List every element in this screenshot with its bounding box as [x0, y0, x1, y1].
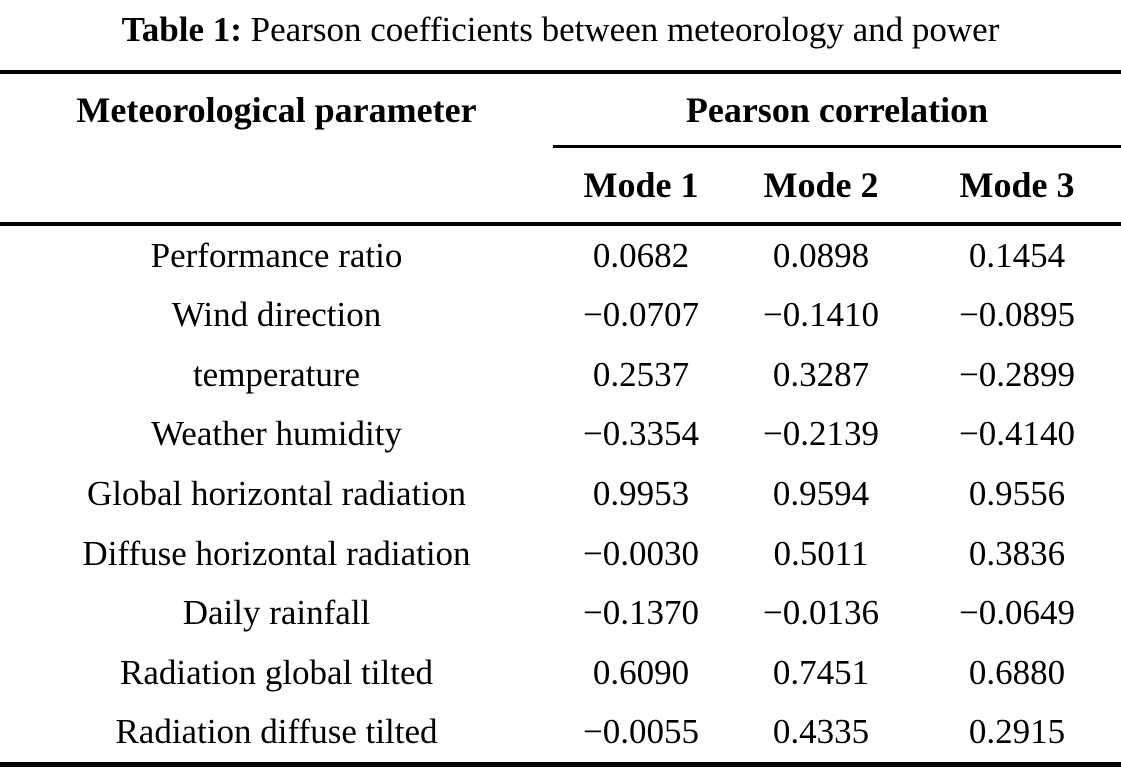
- table-row: Radiation diffuse tilted −0.0055 0.4335 …: [0, 702, 1121, 762]
- header-mode-1: Mode 1: [583, 165, 699, 205]
- row-value: −0.4140: [959, 414, 1075, 454]
- row-parameter: Performance ratio: [150, 235, 403, 275]
- row-value: 0.6880: [968, 652, 1066, 692]
- table-caption: Table 1: Pearson coefficients between me…: [0, 6, 1121, 54]
- row-parameter: Weather humidity: [151, 414, 402, 454]
- row-value: 0.0898: [772, 235, 870, 275]
- row-parameter: Radiation diffuse tilted: [115, 712, 438, 752]
- table-row: Diffuse horizontal radiation −0.0030 0.5…: [0, 524, 1121, 584]
- table-row: Weather humidity −0.3354 −0.2139 −0.4140: [0, 405, 1121, 465]
- header-meteorological-parameter: Meteorological parameter: [76, 90, 477, 130]
- row-value: −0.2899: [959, 354, 1075, 394]
- row-value: 0.7451: [772, 652, 870, 692]
- row-value: −0.2139: [763, 414, 879, 454]
- table-row: temperature 0.2537 0.3287 −0.2899: [0, 345, 1121, 405]
- row-value: −0.0707: [583, 295, 699, 335]
- row-parameter: Radiation global tilted: [119, 652, 433, 692]
- row-value: −0.3354: [583, 414, 699, 454]
- row-value: 0.2915: [968, 712, 1066, 752]
- table-caption-text: Pearson coefficients between meteorology…: [250, 10, 1000, 49]
- row-parameter: temperature: [192, 354, 361, 394]
- row-parameter: Daily rainfall: [182, 593, 371, 633]
- row-value: −0.1370: [583, 593, 699, 633]
- header-mode-2: Mode 2: [763, 165, 879, 205]
- row-parameter: Diffuse horizontal radiation: [82, 533, 471, 573]
- row-value: 0.3836: [968, 533, 1066, 573]
- row-value: 0.6090: [592, 652, 690, 692]
- row-value: 0.0682: [592, 235, 690, 275]
- table-header-row-2: Mode 1 Mode 2 Mode 3: [0, 149, 1121, 221]
- table-row: Wind direction −0.0707 −0.1410 −0.0895: [0, 286, 1121, 346]
- row-parameter: Wind direction: [171, 295, 382, 335]
- row-value: −0.0649: [959, 593, 1075, 633]
- row-value: 0.1454: [968, 235, 1066, 275]
- table-row: Global horizontal radiation 0.9953 0.959…: [0, 464, 1121, 524]
- row-value: −0.0895: [959, 295, 1075, 335]
- table-row: Performance ratio 0.0682 0.0898 0.1454: [0, 226, 1121, 286]
- header-mode-3: Mode 3: [959, 165, 1075, 205]
- table-row: Radiation global tilted 0.6090 0.7451 0.…: [0, 643, 1121, 703]
- table-header-row-1: Meteorological parameter Pearson correla…: [0, 76, 1121, 144]
- row-value: −0.1410: [763, 295, 879, 335]
- table-rule-bottom: [0, 762, 1121, 767]
- row-value: 0.9556: [968, 473, 1066, 513]
- row-parameter: Global horizontal radiation: [86, 473, 467, 513]
- row-value: 0.9594: [772, 473, 870, 513]
- table-row: Daily rainfall −0.1370 −0.0136 −0.0649: [0, 583, 1121, 643]
- row-value: 0.9953: [592, 473, 690, 513]
- row-value: 0.5011: [773, 533, 869, 573]
- row-value: 0.3287: [772, 354, 870, 394]
- row-value: −0.0136: [763, 593, 879, 633]
- table-body: Performance ratio 0.0682 0.0898 0.1454 W…: [0, 226, 1121, 762]
- row-value: 0.2537: [592, 354, 690, 394]
- table-rule-top: [0, 70, 1121, 74]
- table-rule-group: [553, 145, 1121, 148]
- row-value: −0.0055: [583, 712, 699, 752]
- table-rule-header: [0, 222, 1121, 226]
- table-caption-label: Table 1:: [121, 10, 242, 49]
- row-value: 0.4335: [772, 712, 870, 752]
- row-value: −0.0030: [583, 533, 699, 573]
- header-pearson-correlation: Pearson correlation: [685, 90, 989, 130]
